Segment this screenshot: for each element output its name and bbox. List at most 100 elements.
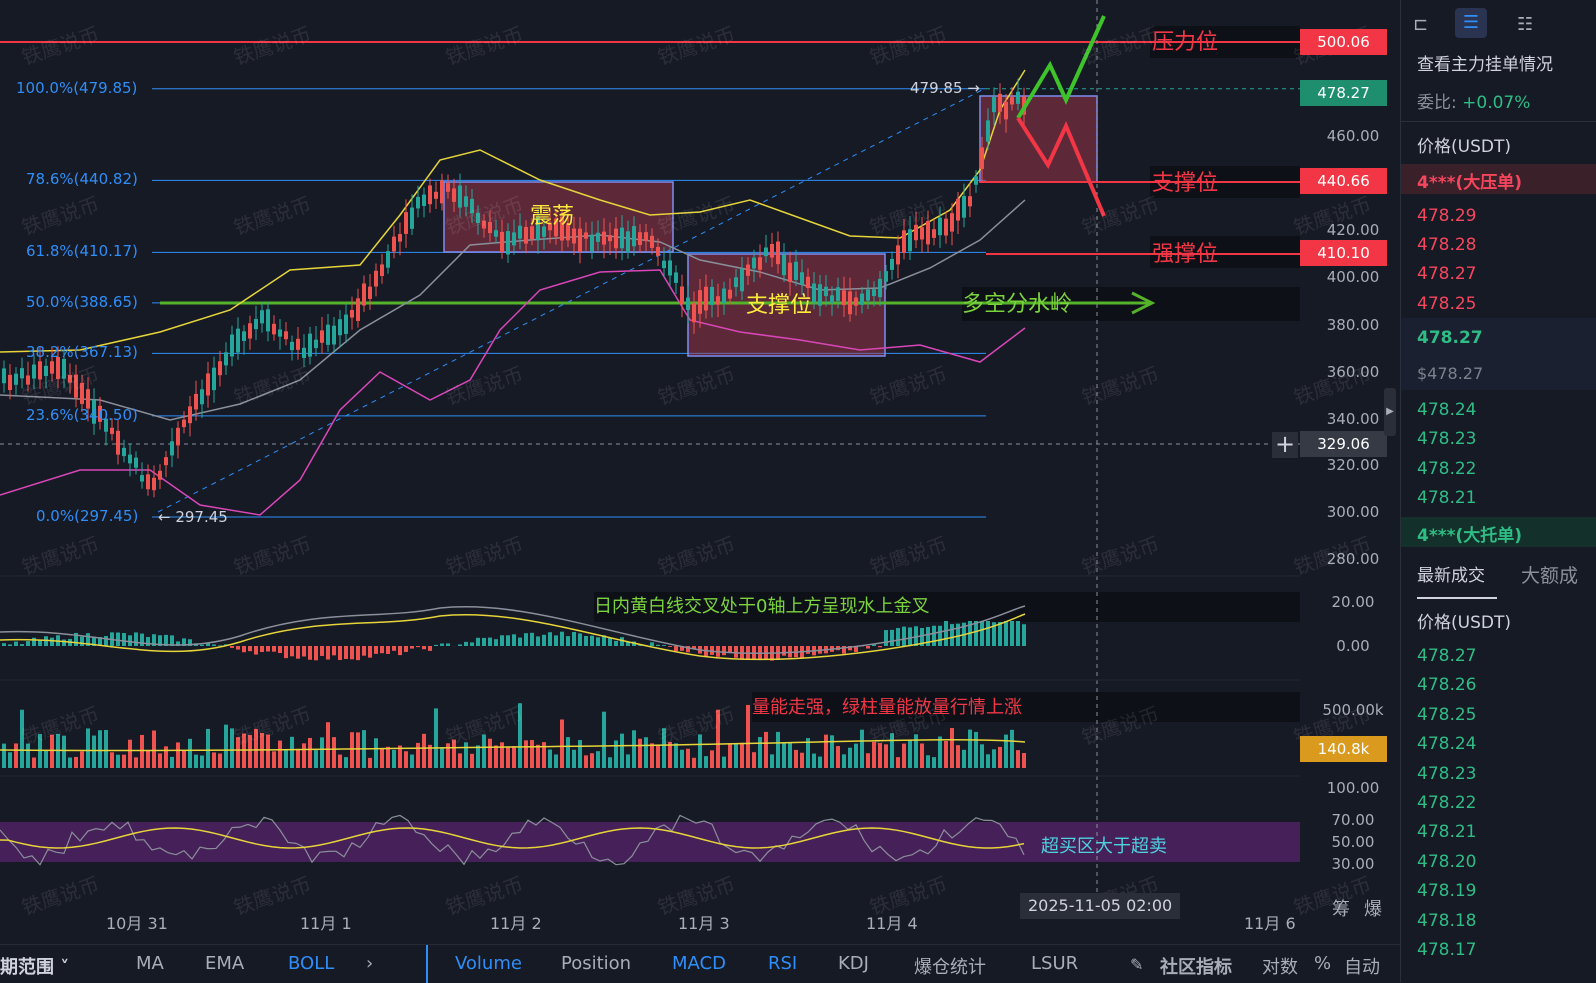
volume-bar [692, 758, 696, 768]
macd-bar [272, 646, 276, 652]
ask-row[interactable]: 478.25 [1417, 294, 1476, 314]
more-indicators-icon[interactable]: › [366, 953, 373, 974]
macd-bar [950, 624, 954, 646]
candle [314, 340, 318, 348]
macd-bar [548, 632, 552, 646]
ma-button[interactable]: MA [136, 953, 164, 974]
candle [884, 271, 888, 282]
macd-bar [608, 638, 612, 646]
macd-bar [890, 630, 894, 646]
log-scale-button[interactable]: 对数 [1262, 953, 1298, 979]
ask-row[interactable]: 478.27 [1417, 264, 1476, 284]
candle [914, 225, 918, 240]
candle [488, 222, 492, 233]
bid-row[interactable]: 478.24 [1417, 400, 1476, 420]
percent-scale-button[interactable]: % [1314, 953, 1331, 974]
crosshair-plus-icon[interactable]: + [1272, 432, 1298, 458]
volume-bar [86, 728, 90, 768]
volume-bar [20, 710, 24, 768]
macd-bar [584, 636, 588, 646]
macd-bar [350, 646, 354, 659]
rsi-button[interactable]: RSI [768, 953, 797, 974]
ask-row[interactable]: 478.28 [1417, 235, 1476, 255]
candle [944, 219, 948, 236]
candle [344, 315, 348, 334]
macd-bar [782, 646, 786, 656]
candle [890, 259, 894, 270]
volume-bar [2, 744, 6, 768]
volume-bar [224, 725, 228, 768]
lsur-button[interactable]: LSUR [1031, 953, 1078, 974]
candle [362, 283, 366, 305]
volume-bar [326, 722, 330, 768]
chip-icon[interactable]: 筹 [1332, 895, 1350, 921]
volume-bar [926, 755, 930, 768]
macd-bar [386, 646, 390, 654]
candle [410, 208, 414, 229]
volume-bar [944, 741, 948, 768]
chart-area[interactable]: 铁鹰说币铁鹰说币铁鹰说币铁鹰说币铁鹰说币铁鹰说币铁鹰说币铁鹰说币铁鹰说币铁鹰说币… [0, 0, 1400, 982]
toolbar-divider [426, 945, 428, 983]
volume-bar [26, 744, 30, 768]
tab-latest-trades[interactable]: 最新成交 [1417, 561, 1485, 586]
volume-bar [128, 740, 132, 768]
macd-bar [464, 642, 468, 646]
boll-button[interactable]: BOLL [288, 953, 334, 974]
volume-bar [374, 738, 378, 768]
price-tick: 360.00 [1308, 363, 1398, 381]
price-tick: 300.00 [1308, 503, 1398, 521]
candle [740, 269, 744, 291]
kdj-button[interactable]: KDJ [838, 953, 869, 974]
volume-bar [176, 742, 180, 768]
volume-bar [170, 757, 174, 768]
strong-support-caption: 强撑位 [1152, 236, 1218, 268]
layout-icon-2[interactable]: ☰ [1455, 8, 1487, 38]
candle [998, 94, 1002, 112]
volume-bar [824, 735, 828, 768]
layout-icon-3[interactable]: ☷ [1517, 14, 1533, 35]
macd-bar [866, 646, 870, 649]
candle [464, 196, 468, 207]
chart-canvas[interactable] [0, 0, 1400, 944]
candle [812, 283, 816, 302]
liquidation-stats-button[interactable]: 爆仓统计 [914, 953, 986, 979]
candle [794, 262, 798, 280]
support-caption: 支撑位 [1152, 165, 1218, 197]
tab-large-trades[interactable]: 大额成 [1521, 561, 1578, 588]
bid-row[interactable]: 478.23 [1417, 429, 1476, 449]
candle [788, 263, 792, 282]
volume-bar [632, 730, 636, 768]
collapse-panel-handle[interactable]: ▶ [1384, 388, 1396, 436]
orderbook-title[interactable]: 查看主力挂单情况 [1417, 50, 1553, 75]
candle [866, 290, 870, 301]
bid-row[interactable]: 478.22 [1417, 459, 1476, 479]
volume-bar [566, 737, 570, 768]
candle [434, 192, 438, 199]
volume-bar [122, 755, 126, 768]
rsi-tick: 30.00 [1308, 855, 1398, 873]
candle [50, 361, 54, 373]
auto-scale-button[interactable]: 自动 [1344, 953, 1380, 979]
candle [854, 297, 858, 305]
volume-bar [902, 744, 906, 768]
volume-bar [704, 756, 708, 768]
community-indicator-button[interactable]: 社区指标 [1160, 953, 1232, 979]
candle [932, 229, 936, 238]
ema-button[interactable]: EMA [205, 953, 244, 974]
candle [602, 232, 606, 245]
position-button[interactable]: Position [561, 953, 631, 974]
volume-button[interactable]: Volume [455, 953, 522, 974]
candle [506, 231, 510, 254]
liquidation-icon[interactable]: 爆 [1364, 895, 1382, 921]
volume-bar [1016, 750, 1020, 768]
macd-bar [884, 630, 888, 646]
bid-row[interactable]: 478.21 [1417, 488, 1476, 508]
candle [218, 361, 222, 375]
period-range-button[interactable]: 期范围 ˅ [0, 953, 69, 979]
ask-row[interactable]: 478.29 [1417, 206, 1476, 226]
layout-icon-1[interactable]: ⊏ [1413, 14, 1428, 35]
time-label: 11月 2 [490, 910, 542, 934]
macd-button[interactable]: MACD [672, 953, 726, 974]
macd-bar [260, 646, 264, 652]
macd-bar [518, 638, 522, 646]
